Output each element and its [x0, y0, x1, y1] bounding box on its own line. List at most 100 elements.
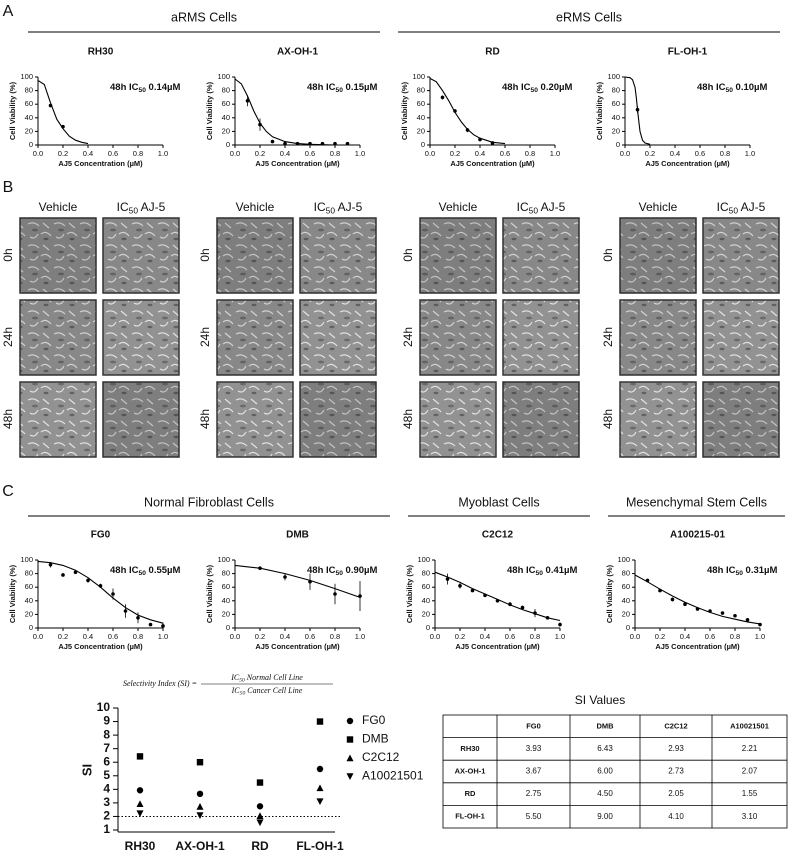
x-axis-label: AJ5 Concentration (µM) [255, 159, 340, 168]
data-point [258, 566, 262, 570]
ic50-annotation: 48h IC50 0.31µM [707, 565, 778, 577]
x-tick-label: 0.6 [108, 149, 118, 158]
data-point [745, 618, 750, 622]
column-label: IC50 AJ-5 [117, 200, 166, 216]
column-label: Vehicle [236, 200, 275, 214]
chart-title: RD [485, 47, 499, 58]
data-point [483, 593, 487, 598]
row-label: 48h [198, 409, 212, 429]
y-tick-label: 20 [422, 609, 430, 618]
x-tick-label: 0.0 [630, 632, 640, 641]
y-tick-label: 60 [417, 99, 425, 108]
data-point [445, 577, 450, 581]
micrograph [299, 217, 377, 294]
y-tick-label: 20 [25, 126, 33, 135]
x-tick-label: 1.0 [745, 149, 755, 158]
x-tick-label: 0.4 [280, 632, 290, 641]
ic50-annotation: 48h IC50 0.10µM [697, 82, 768, 94]
y-tick-label: 80 [25, 569, 33, 578]
legend-marker [346, 754, 354, 762]
fit-curve [234, 78, 360, 146]
x-tick-label: FL-OH-1 [296, 839, 344, 853]
y-tick-label: 10 [97, 700, 111, 714]
data-point [520, 605, 525, 610]
x-tick-label: 1.0 [158, 632, 168, 641]
x-tick-label: 0.4 [280, 149, 290, 158]
row-header: RD [465, 789, 476, 798]
y-tick-label: 80 [222, 86, 230, 95]
micrograph [702, 217, 780, 294]
subscript: 50 [531, 87, 539, 94]
y-tick-label: 40 [222, 113, 230, 122]
text-part: 48h IC [307, 82, 336, 93]
data-point [48, 103, 53, 108]
micrograph [502, 217, 580, 294]
y-tick-label: 100 [617, 555, 630, 564]
table-cell: 2.05 [668, 789, 684, 798]
y-tick-label: 9 [103, 714, 110, 728]
subscript: 50 [326, 206, 336, 216]
subscript: 50 [139, 570, 147, 577]
row-label: 0h [198, 248, 212, 261]
x-tick-label: 0.4 [83, 632, 93, 641]
data-point [316, 784, 324, 792]
micrograph [419, 217, 497, 294]
y-tick-label: 60 [622, 582, 630, 591]
data-point [308, 141, 312, 146]
x-tick-label: 0.2 [645, 149, 655, 158]
x-tick-label: 0.4 [475, 149, 485, 158]
data-point [658, 588, 662, 593]
x-tick-label: 0.6 [705, 632, 715, 641]
micrograph [619, 381, 697, 458]
data-point [316, 718, 324, 725]
x-tick-label: 0.0 [425, 149, 435, 158]
data-point [258, 122, 262, 127]
x-tick-label: 0.2 [450, 149, 460, 158]
subscript: 50 [239, 678, 245, 684]
text-part: 0.20µM [538, 82, 573, 93]
y-tick-label: 40 [222, 596, 230, 605]
y-tick-label: 8 [103, 727, 110, 741]
row-label: 24h [601, 327, 615, 347]
data-point [708, 609, 712, 613]
table-title: SI Values [575, 693, 625, 707]
data-point [635, 107, 640, 112]
chart-title: C2C12 [482, 530, 514, 541]
x-axis-label: AJ5 Concentration (µM) [645, 159, 730, 168]
x-tick-label: 0.8 [730, 632, 740, 641]
y-tick-label: 100 [217, 72, 230, 81]
legend-label: FG0 [362, 713, 386, 727]
table-cell: 3.10 [742, 812, 758, 821]
ic50-annotation: 48h IC50 0.41µM [507, 565, 578, 577]
data-point [465, 128, 470, 132]
data-point [470, 588, 475, 593]
micrograph [299, 299, 377, 376]
chart-title: RH30 [88, 47, 114, 58]
y-tick-label: 80 [417, 86, 425, 95]
data-point [695, 607, 700, 611]
column-label: IC50 AJ-5 [717, 200, 766, 216]
row-label: 24h [401, 327, 415, 347]
subscript: 50 [240, 691, 246, 697]
fit-curve [429, 77, 506, 145]
panel-label: B [3, 179, 14, 196]
table-border [442, 714, 788, 829]
y-tick-label: 20 [417, 126, 425, 135]
y-tick-label: 40 [622, 596, 630, 605]
x-tick-label: 0.8 [133, 149, 143, 158]
data-point [136, 753, 144, 760]
subscript: 50 [336, 570, 344, 577]
y-axis-label: Cell Viability (%) [205, 81, 214, 140]
data-point [136, 616, 140, 620]
table-header: A10021501 [730, 721, 769, 730]
x-tick-label: 0.8 [530, 632, 540, 641]
text-part: IC [717, 200, 729, 214]
data-point [98, 584, 103, 588]
x-tick-label: 1.0 [355, 632, 365, 641]
x-tick-label: 0.8 [330, 632, 340, 641]
y-tick-label: 20 [612, 126, 620, 135]
subscript: 50 [336, 87, 344, 94]
x-axis-label: AJ5 Concentration (µM) [455, 642, 540, 651]
data-point [73, 570, 78, 575]
x-tick-label: 0.6 [505, 632, 515, 641]
